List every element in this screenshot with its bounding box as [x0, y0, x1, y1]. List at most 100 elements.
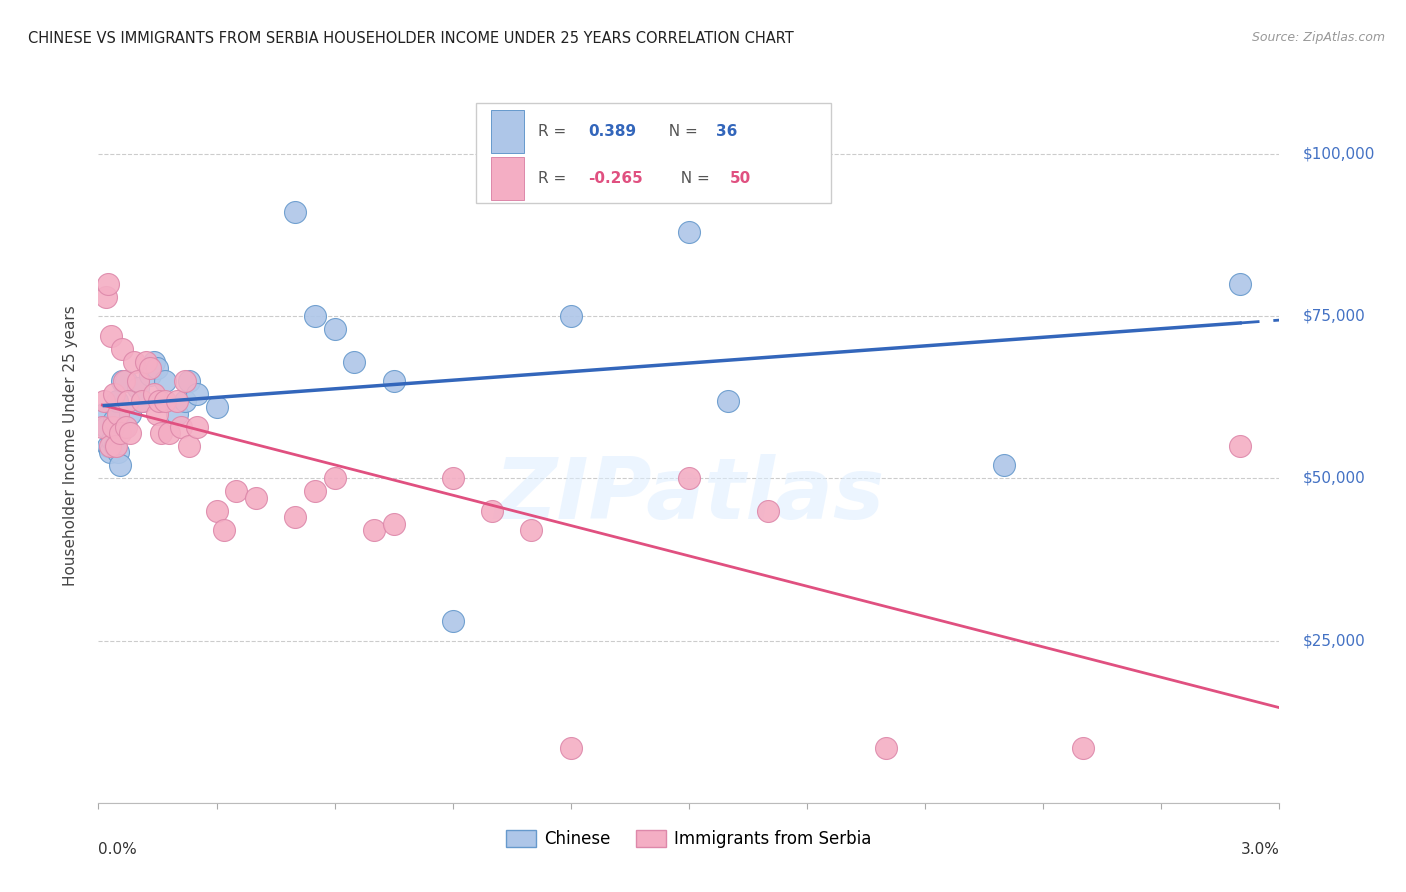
Text: CHINESE VS IMMIGRANTS FROM SERBIA HOUSEHOLDER INCOME UNDER 25 YEARS CORRELATION : CHINESE VS IMMIGRANTS FROM SERBIA HOUSEH…	[28, 31, 794, 46]
Point	[150, 425, 173, 440]
Point	[225, 484, 247, 499]
Point	[170, 419, 193, 434]
Point	[127, 381, 149, 395]
Point	[304, 484, 326, 499]
Point	[138, 368, 160, 382]
Point	[107, 445, 129, 459]
FancyBboxPatch shape	[477, 103, 831, 203]
Point	[111, 342, 134, 356]
Point	[105, 393, 128, 408]
Point	[103, 419, 125, 434]
Point	[363, 524, 385, 538]
Point	[343, 354, 366, 368]
Point	[138, 361, 160, 376]
Point	[97, 277, 120, 291]
Point	[1229, 277, 1251, 291]
Point	[205, 504, 228, 518]
Point	[115, 419, 138, 434]
Point	[1071, 740, 1094, 755]
Point	[323, 322, 346, 336]
Point	[93, 393, 115, 408]
Point	[111, 374, 134, 388]
Point	[108, 458, 131, 473]
Text: 3.0%: 3.0%	[1240, 842, 1279, 857]
Point	[98, 439, 121, 453]
Point	[104, 439, 127, 453]
Point	[148, 393, 170, 408]
Point	[93, 407, 115, 421]
Text: 36: 36	[716, 124, 738, 139]
Point	[146, 407, 169, 421]
Point	[155, 374, 177, 388]
Text: 0.0%: 0.0%	[98, 842, 138, 857]
Point	[166, 407, 188, 421]
Point	[678, 225, 700, 239]
Point	[112, 374, 135, 388]
Point	[186, 419, 208, 434]
Point	[993, 458, 1015, 473]
Point	[1229, 439, 1251, 453]
Point	[146, 361, 169, 376]
Point	[135, 354, 157, 368]
Text: R =: R =	[537, 124, 571, 139]
Bar	[491, 110, 523, 153]
Point	[560, 740, 582, 755]
Text: $100,000: $100,000	[1303, 146, 1375, 161]
Point	[520, 524, 543, 538]
Point	[441, 471, 464, 485]
Point	[756, 504, 779, 518]
Point	[174, 393, 197, 408]
Point	[166, 393, 188, 408]
Text: Source: ZipAtlas.com: Source: ZipAtlas.com	[1251, 31, 1385, 45]
Bar	[491, 157, 523, 200]
Point	[441, 614, 464, 628]
Point	[142, 354, 165, 368]
Point	[875, 740, 897, 755]
Point	[142, 387, 165, 401]
Text: 50: 50	[730, 171, 752, 186]
Point	[118, 425, 141, 440]
Point	[205, 400, 228, 414]
Point	[155, 393, 177, 408]
Point	[157, 425, 180, 440]
Text: 0.389: 0.389	[589, 124, 637, 139]
Point	[174, 374, 197, 388]
Point	[117, 393, 139, 408]
Point	[91, 419, 114, 434]
Legend: Chinese, Immigrants from Serbia: Chinese, Immigrants from Serbia	[499, 823, 879, 855]
Point	[122, 354, 145, 368]
Point	[112, 419, 135, 434]
Point	[108, 425, 131, 440]
Point	[97, 439, 120, 453]
Text: R =: R =	[537, 171, 571, 186]
Point	[186, 387, 208, 401]
Point	[105, 439, 128, 453]
Point	[103, 413, 125, 427]
Point	[98, 445, 121, 459]
Point	[382, 516, 405, 531]
Point	[131, 393, 153, 408]
Point	[214, 524, 236, 538]
Point	[118, 407, 141, 421]
Text: -0.265: -0.265	[589, 171, 644, 186]
Point	[107, 407, 129, 421]
Text: N =: N =	[671, 171, 714, 186]
Y-axis label: Householder Income Under 25 years: Householder Income Under 25 years	[63, 306, 77, 586]
Text: $25,000: $25,000	[1303, 633, 1365, 648]
Text: $75,000: $75,000	[1303, 309, 1365, 324]
Point	[481, 504, 503, 518]
Point	[103, 387, 125, 401]
Text: ZIPatlas: ZIPatlas	[494, 454, 884, 538]
Point	[304, 310, 326, 324]
Point	[100, 328, 122, 343]
Point	[96, 419, 118, 434]
Point	[177, 374, 200, 388]
Text: $50,000: $50,000	[1303, 471, 1365, 486]
Point	[560, 310, 582, 324]
Point	[127, 374, 149, 388]
Point	[382, 374, 405, 388]
Point	[284, 205, 307, 219]
Point	[101, 433, 124, 447]
Point	[177, 439, 200, 453]
Point	[245, 491, 267, 505]
